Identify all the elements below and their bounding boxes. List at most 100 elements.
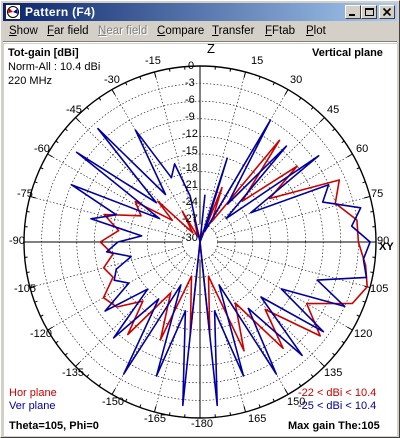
angle-label: -75 [17,188,33,200]
grid-tick [153,406,157,413]
grid-tick [111,89,116,96]
radial-label: -30 [182,232,198,244]
legend-ver-plane: Ver plane [9,400,56,412]
maximize-button[interactable] [361,5,377,19]
app-icon [6,5,20,19]
grid-tick [272,398,275,402]
grid-tick [55,340,59,344]
angle-label: -150 [102,396,125,408]
grid-tick [319,361,325,367]
trace-ver-plane [70,119,371,407]
polar-chart [23,65,377,419]
grid-tick [243,406,247,413]
grid-tick [310,374,314,378]
menu-near-field[interactable]: Near field [98,25,148,37]
angle-label: 30 [290,74,303,86]
grid-tick [319,117,325,123]
angle-label: -135 [62,367,85,379]
radial-label: -18 [182,162,198,174]
axis-z-label: Z [207,41,215,56]
title-bar[interactable]: Pattern (F4) [3,3,397,21]
angle-label: 105 [370,283,389,295]
grid-tick [341,140,345,144]
radial-label: -24 [182,196,198,208]
axis-xy-label: XY [379,241,394,253]
grid-tick [298,97,302,101]
menu-fftab[interactable]: FFtab [265,25,296,37]
grid-tick [139,404,142,408]
menu-compare[interactable]: Compare [157,25,205,37]
grid-tick [356,167,360,170]
angle-label: -165 [144,413,167,425]
radial-label: -3 [185,77,195,89]
grid-tick [229,412,232,416]
menu-bar: Show Far field Near field Compare Transf… [3,22,397,41]
menu-far-field[interactable]: Far field [47,25,89,37]
angle-label: -15 [145,55,161,67]
radial-label: 0 [188,60,195,72]
grid-tick [153,71,157,78]
norm-label: Norm-All : 10.4 dBi [8,61,101,73]
close-button[interactable] [379,5,395,19]
radial-label: -15 [182,145,198,157]
angle-label: 90 [377,235,390,247]
grid-spoke [29,246,184,288]
menu-separator [3,41,397,43]
angle-label: 165 [248,413,267,425]
frequency-label: 220 MHz [8,75,53,87]
grid-tick [310,106,314,110]
grid-tick [47,326,54,331]
range-ver-plane: -25 < dBi < 10.4 [298,400,377,412]
angle-label: -180 [191,418,214,430]
legend-hor-plane: Hor plane [9,387,57,399]
status-max-gain: Max gain The:105 [288,420,380,432]
angle-label: 60 [356,143,369,155]
angle-label: 45 [327,104,340,116]
grid-ring [182,224,218,260]
grid-tick [64,352,68,356]
radial-label: -21 [182,179,198,191]
grid-tick [258,76,261,80]
grid-tick [258,404,261,408]
trace-hor-plane [99,139,369,352]
angle-label: 135 [324,367,343,379]
grid-tick [243,71,247,78]
grid-tick [346,153,353,158]
grid-tick [284,388,289,395]
radial-label: -9 [185,111,195,123]
grid-tick [75,117,81,123]
menu-show[interactable]: Show [9,25,38,37]
grid-tick [64,128,68,132]
grid-tick [362,300,366,303]
menu-transfer[interactable]: Transfer [212,25,255,37]
grid-tick [34,181,38,184]
grid-tick [125,398,128,402]
grid-tick [40,314,44,317]
grid-tick [86,106,90,110]
angle-label: -45 [66,104,82,116]
grid-tick [272,82,275,86]
grid-tick [111,388,116,395]
radial-label: -12 [182,128,198,140]
grid-tick [168,412,171,416]
angle-label: -90 [9,235,25,247]
grid-tick [332,352,336,356]
window-title: Pattern (F4) [25,5,96,19]
radial-label: -6 [185,94,195,106]
grid-spoke [47,250,185,331]
grid-tick [55,140,59,144]
menu-plot[interactable]: Plot [306,25,326,37]
pattern-plot[interactable]: Tot-gain [dBi] Norm-All : 10.4 dBi 220 M… [4,41,397,436]
angle-label: 150 [287,396,306,408]
minimize-button[interactable] [345,5,361,19]
minimize-icon [349,14,355,16]
grid-tick [125,82,128,86]
grid-tick [98,97,102,101]
range-hor-plane: -22 < dBi < 10.4 [298,387,377,399]
angle-label: -30 [104,74,120,86]
grid-tick [229,68,232,72]
grid-tick [29,285,36,289]
grid-tick [26,210,30,213]
grid-tick [29,195,36,199]
